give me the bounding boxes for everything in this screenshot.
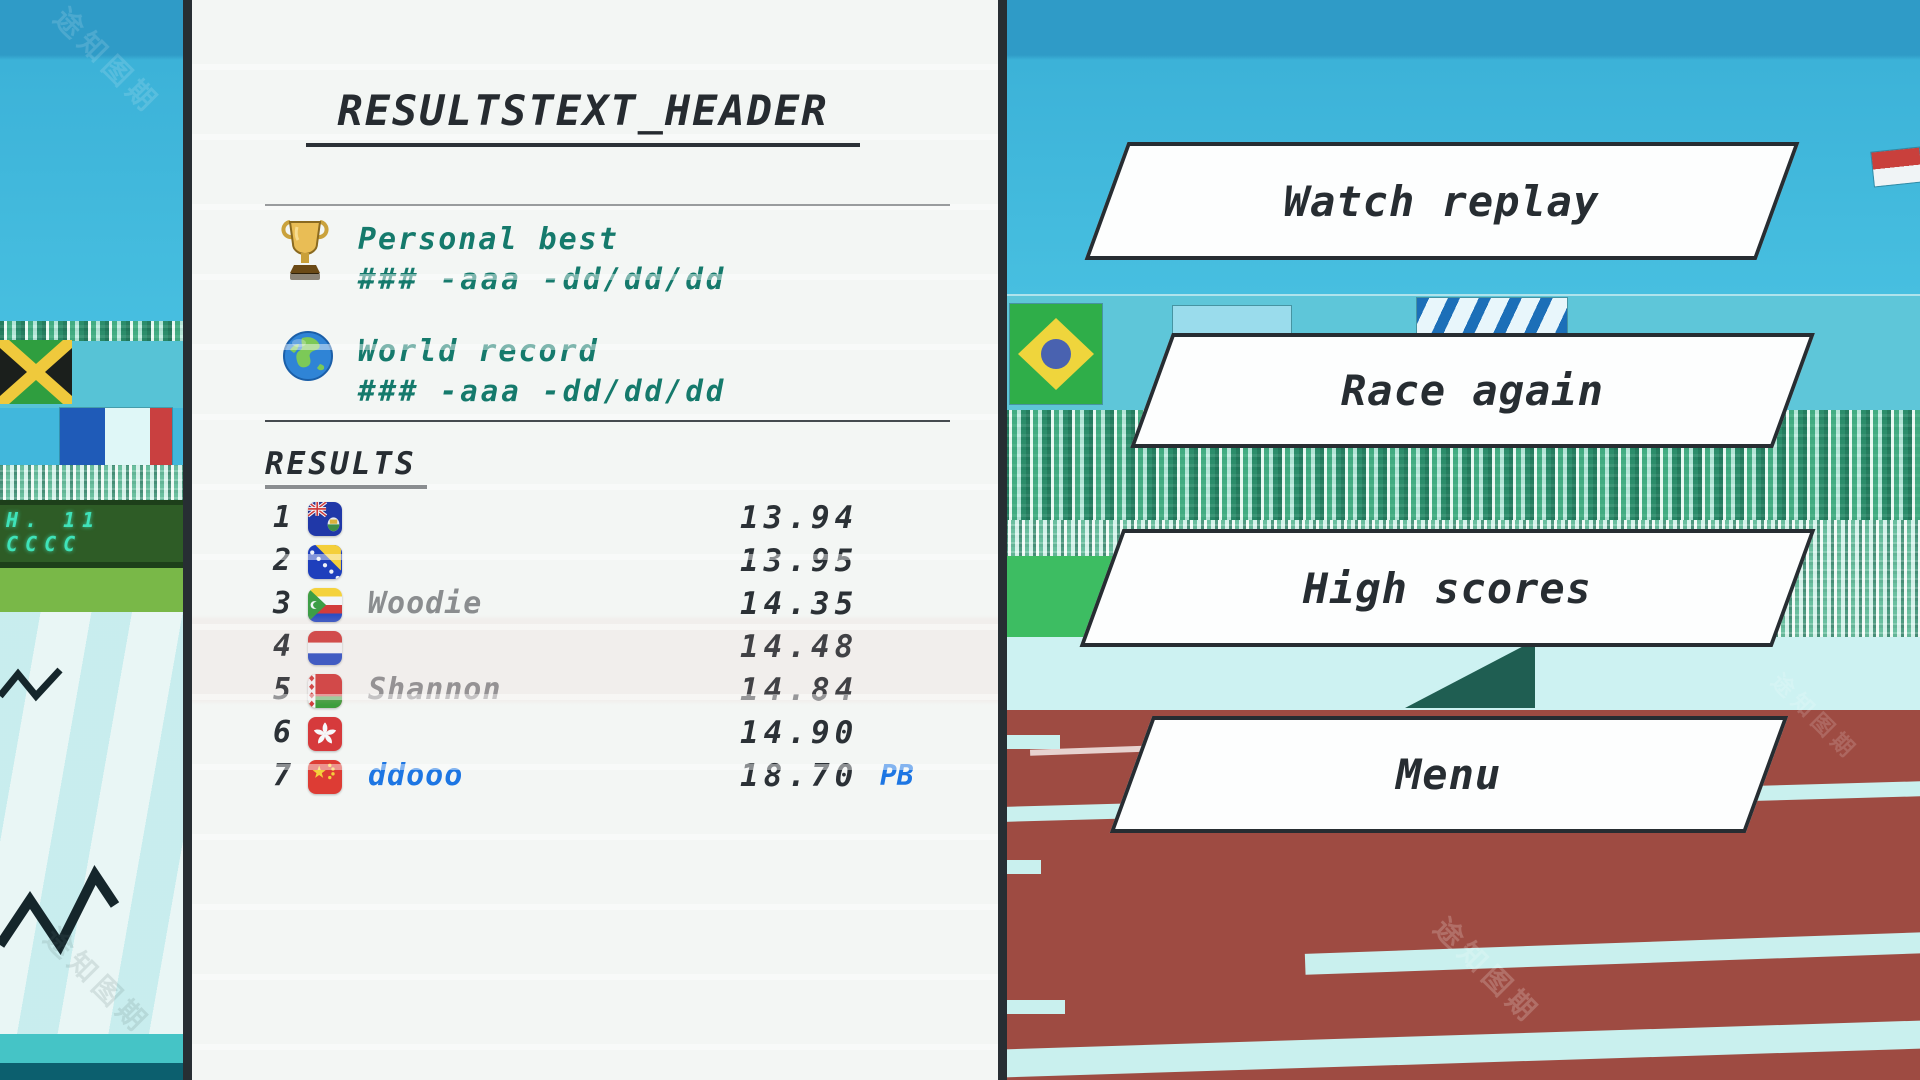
lane-end bbox=[1005, 1000, 1065, 1014]
flag-icon-belarus bbox=[308, 674, 342, 708]
result-time: 14.84 bbox=[740, 672, 859, 708]
menu-button[interactable]: Menu bbox=[1109, 716, 1789, 833]
results-rows: 1 13.94 2 13.95 3 Woodie 14.35 4 14.48 bbox=[192, 498, 998, 799]
result-name: Shannon bbox=[368, 672, 502, 707]
result-name: Woodie bbox=[368, 586, 483, 621]
race-again-button[interactable]: Race again bbox=[1130, 333, 1815, 448]
flag-icon-bosnia-herzegovina bbox=[308, 545, 342, 579]
watch-replay-label: Watch replay bbox=[1284, 176, 1600, 226]
trophy-icon bbox=[281, 220, 329, 280]
result-time: 13.94 bbox=[740, 500, 859, 536]
result-rank: 4 bbox=[272, 629, 292, 664]
results-title: RESULTS bbox=[265, 446, 427, 489]
flag-icon-hong-kong bbox=[308, 717, 342, 751]
crowd-stand bbox=[0, 465, 183, 502]
result-row: 2 13.95 bbox=[192, 541, 998, 584]
high-scores-button[interactable]: High scores bbox=[1079, 529, 1816, 647]
sky bbox=[0, 0, 183, 330]
pb-badge: PB bbox=[880, 759, 914, 792]
divider bbox=[265, 204, 950, 206]
lane-line bbox=[1005, 1020, 1920, 1078]
track-marking-zigzag bbox=[0, 667, 63, 702]
result-name: ddooo bbox=[368, 758, 464, 793]
lane-end bbox=[1005, 735, 1060, 749]
scoreboard-line1: H. 11 bbox=[6, 508, 102, 532]
result-row: 1 13.94 bbox=[192, 498, 998, 541]
watch-replay-button[interactable]: Watch replay bbox=[1084, 142, 1800, 260]
track-border-band bbox=[0, 1034, 183, 1063]
flag-icon-china bbox=[308, 760, 342, 794]
flag-brazil bbox=[1010, 304, 1102, 404]
flag-icon-comoros bbox=[308, 588, 342, 622]
result-row: 4 14.48 bbox=[192, 627, 998, 670]
result-rank: 3 bbox=[272, 586, 292, 621]
lane-end bbox=[1005, 860, 1041, 874]
personal-best-label: Personal best bbox=[358, 222, 619, 257]
result-time: 14.48 bbox=[740, 629, 859, 665]
divider bbox=[265, 420, 950, 422]
stadium-scoreboard: H. 11 CCCC bbox=[0, 500, 183, 568]
result-time: 13.95 bbox=[740, 543, 859, 579]
result-row: 5 Shannon 14.84 bbox=[192, 670, 998, 713]
results-panel: RESULTSTEXT_HEADER Personal best ### -aa… bbox=[183, 0, 1007, 1080]
result-time: 18.70 bbox=[740, 758, 859, 794]
scoreboard-line2: CCCC bbox=[6, 532, 83, 556]
flag-small-red bbox=[1871, 147, 1920, 187]
menu-label: Menu bbox=[1396, 750, 1502, 799]
result-rank: 7 bbox=[272, 758, 292, 793]
result-rank: 5 bbox=[272, 672, 292, 707]
race-again-label: Race again bbox=[1341, 366, 1604, 415]
result-rank: 1 bbox=[272, 500, 292, 535]
result-time: 14.90 bbox=[740, 715, 859, 751]
stadium-background-left: H. 11 CCCC bbox=[0, 0, 183, 1080]
crowd-stand bbox=[0, 321, 183, 341]
track-border-band-dark bbox=[0, 1063, 183, 1080]
result-rank: 2 bbox=[272, 543, 292, 578]
personal-best-value: ### -aaa -dd/dd/dd bbox=[358, 262, 727, 296]
flag-icon-blue-ensign bbox=[308, 502, 342, 536]
flag-jamaica bbox=[0, 335, 76, 409]
result-rank: 6 bbox=[272, 715, 292, 750]
world-record-label: World record bbox=[358, 334, 599, 369]
track-marking-zigzag bbox=[0, 865, 120, 955]
flag-france bbox=[60, 408, 172, 465]
lane-line bbox=[1304, 932, 1920, 975]
high-scores-label: High scores bbox=[1302, 563, 1593, 613]
flag-icon-netherlands bbox=[308, 631, 342, 665]
result-row: 6 14.90 bbox=[192, 713, 998, 756]
track-infield bbox=[0, 612, 183, 1034]
result-time: 14.35 bbox=[740, 586, 859, 622]
result-row: 7 ddooo 18.70 PB bbox=[192, 756, 998, 799]
results-header: RESULTSTEXT_HEADER bbox=[306, 86, 860, 147]
result-row: 3 Woodie 14.35 bbox=[192, 584, 998, 627]
world-record-value: ### -aaa -dd/dd/dd bbox=[358, 374, 727, 408]
globe-icon bbox=[283, 331, 333, 381]
